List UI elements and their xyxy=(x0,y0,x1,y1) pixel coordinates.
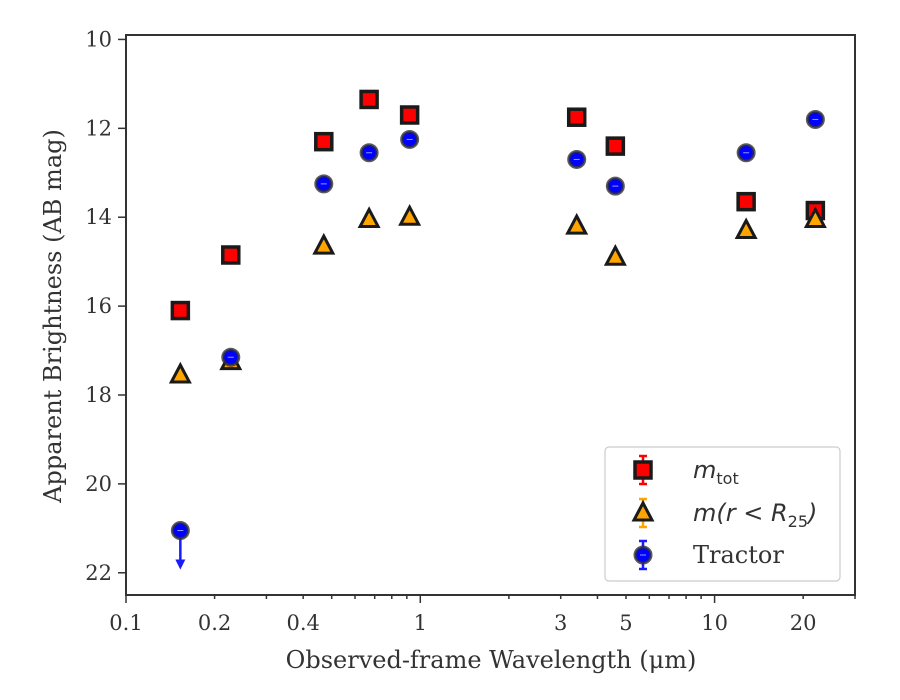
y-tick-label: 14 xyxy=(85,205,112,229)
y-tick-label: 20 xyxy=(85,472,112,496)
x-tick-label: 1 xyxy=(414,611,427,635)
x-tick-label: 0.4 xyxy=(286,611,319,635)
x-tick-label: 0.1 xyxy=(109,611,142,635)
y-axis: 10 12 14 16 18 20 22 xyxy=(85,27,126,585)
series-circle xyxy=(170,109,825,570)
x-tick-label: 0.2 xyxy=(198,611,231,635)
x-tick-label: 20 xyxy=(790,611,817,635)
legend-label: Tractor xyxy=(693,541,784,569)
legend-label: mtot xyxy=(693,456,739,488)
y-tick-label: 18 xyxy=(85,383,112,407)
y-tick-label: 10 xyxy=(85,27,112,51)
x-axis-label: Observed-frame Wavelength (μm) xyxy=(286,646,697,674)
plot-area xyxy=(125,34,856,596)
series-square xyxy=(170,89,826,321)
x-tick-label: 3 xyxy=(554,611,567,635)
y-tick-label: 16 xyxy=(85,294,112,318)
legend-box xyxy=(604,446,841,582)
x-axis: 0.1 0.2 0.4 1 3 5 10 20 xyxy=(109,595,856,635)
series-triangle xyxy=(168,204,827,384)
data-points xyxy=(168,89,827,570)
legend: mtot m(r < R25) Tractor xyxy=(604,446,841,582)
y-tick-label: 22 xyxy=(85,561,112,585)
x-tick-label: 5 xyxy=(619,611,632,635)
x-tick-label: 10 xyxy=(701,611,728,635)
plot-border xyxy=(125,34,856,596)
y-tick-label: 12 xyxy=(85,116,112,140)
y-axis-label: Apparent Brightness (AB mag) xyxy=(39,129,67,504)
legend-label: m(r < R25) xyxy=(693,499,817,531)
